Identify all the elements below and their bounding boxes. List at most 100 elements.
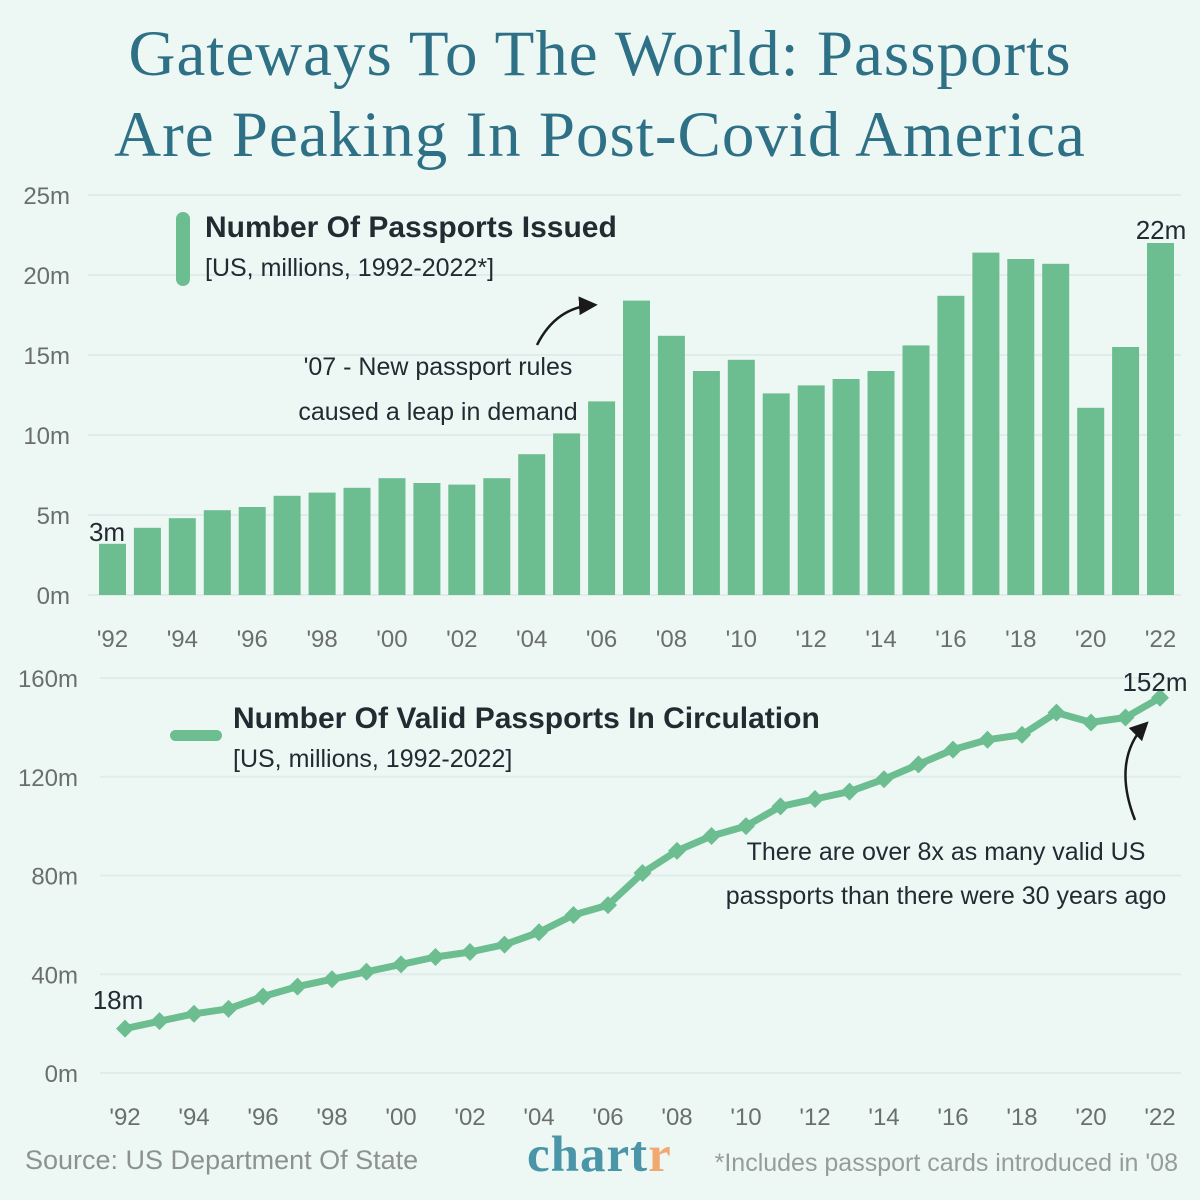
chartr-logo: chartr	[527, 1126, 672, 1184]
bar-2002	[448, 484, 476, 595]
data-point-1994	[185, 1004, 203, 1023]
data-point-1999	[357, 962, 376, 981]
bar-2019	[1042, 263, 1070, 595]
annotation-arrow-152m	[1124, 721, 1149, 821]
bar-value-label-last: 22m	[1136, 215, 1187, 245]
bar-2021	[1112, 347, 1140, 595]
data-point-2009	[702, 827, 721, 845]
data-point-2010	[737, 817, 755, 836]
legend-title-issued: Number Of Passports Issued	[205, 211, 617, 244]
x-axis-label-bottom: '16	[937, 1104, 968, 1131]
x-axis-label-top: '92	[97, 626, 128, 653]
legend-subtitle-circulation: [US, millions, 1992-2022]	[233, 745, 513, 773]
bar-2014	[867, 371, 895, 595]
y-axis-label-top: 5m	[37, 503, 70, 530]
y-axis-label-top: 15m	[23, 343, 70, 370]
footnote: *Includes passport cards introduced in '…	[714, 1149, 1178, 1177]
x-axis-label-bottom: '04	[523, 1104, 554, 1131]
bar-2006	[588, 401, 616, 595]
data-point-1997	[288, 977, 307, 996]
data-point-2016	[944, 740, 962, 759]
data-point-2005	[564, 906, 583, 924]
data-point-1993	[150, 1012, 169, 1031]
x-axis-label-bottom: '98	[316, 1104, 347, 1131]
data-point-1992	[116, 1019, 134, 1038]
bar-1996	[238, 507, 266, 595]
page-title-line2: Are Peaking In Post-Covid America	[114, 99, 1086, 171]
data-point-2003	[495, 935, 514, 954]
x-axis-label-bottom: '22	[1144, 1104, 1175, 1131]
data-point-2006	[599, 896, 617, 915]
data-point-2011	[771, 797, 790, 816]
data-point-1995	[219, 999, 238, 1018]
bar-1994	[168, 518, 196, 595]
data-point-2017	[978, 730, 997, 749]
x-axis-label-top: '96	[237, 626, 268, 653]
x-axis-label-bottom: '94	[178, 1104, 209, 1131]
page-title: Gateways To The World: Passports Are Pea…	[0, 14, 1200, 176]
data-point-2000	[392, 955, 410, 974]
data-point-2014	[875, 770, 893, 789]
bar-2018	[1007, 259, 1035, 595]
x-axis-label-top: '22	[1145, 626, 1176, 653]
x-axis-label-top: '00	[376, 626, 407, 653]
bar-2007	[623, 300, 650, 595]
x-axis-label-bottom: '20	[1075, 1104, 1106, 1131]
chartr-logo-main: chart	[527, 1127, 649, 1183]
x-axis-label-bottom: '08	[661, 1104, 692, 1131]
bar-1992	[99, 543, 126, 595]
y-axis-label-bottom: 0m	[45, 1061, 78, 1088]
x-axis-label-bottom: '96	[247, 1104, 278, 1131]
annotation-2007-rules: '07 - New passport rules caused a leap i…	[252, 345, 624, 435]
x-axis-label-top: '10	[726, 626, 757, 653]
x-axis-label-top: '94	[167, 626, 198, 653]
bar-1998	[308, 492, 336, 595]
x-axis-label-top: '08	[656, 626, 687, 653]
y-axis-label-bottom: 40m	[31, 962, 78, 989]
bar-1993	[133, 527, 161, 595]
y-axis-label-bottom: 80m	[31, 864, 78, 891]
x-axis-label-top: '16	[935, 626, 966, 653]
y-axis-label-bottom: 120m	[18, 765, 78, 792]
bar-2012	[797, 385, 825, 595]
data-point-2013	[840, 782, 859, 801]
bar-2011	[762, 393, 790, 595]
data-point-1998	[323, 970, 341, 989]
x-axis-label-top: '12	[796, 626, 827, 653]
bar-series-swatch	[176, 212, 190, 286]
y-axis-label-top: 25m	[23, 183, 70, 210]
x-axis-label-top: '18	[1005, 626, 1036, 653]
annotation-2007-line1: '07 - New passport rules	[303, 353, 573, 381]
x-axis-label-bottom: '00	[385, 1104, 416, 1131]
bar-2016	[937, 295, 965, 595]
data-point-2015	[909, 755, 928, 774]
source-credit: Source: US Department Of State	[25, 1145, 419, 1175]
bar-2020	[1077, 407, 1105, 595]
x-axis-label-top: '14	[865, 626, 896, 653]
legend-valid-passports: Number Of Valid Passports In Circulation…	[170, 699, 820, 776]
data-point-2007	[633, 864, 652, 883]
y-axis-label-top: 0m	[37, 583, 70, 610]
bar-1995	[203, 510, 231, 595]
bar-1997	[273, 495, 301, 595]
x-axis-label-top: '20	[1075, 626, 1106, 653]
x-axis-label-bottom: '92	[109, 1104, 140, 1131]
legend-passports-issued: Number Of Passports Issued [US, millions…	[176, 208, 617, 286]
data-point-2012	[806, 789, 824, 808]
x-axis-label-bottom: '10	[730, 1104, 761, 1131]
bar-2003	[483, 478, 511, 595]
annotation-2007-line2: caused a leap in demand	[298, 398, 578, 426]
bar-2010	[727, 359, 755, 595]
line-series-swatch	[170, 730, 222, 741]
x-axis-label-bottom: '18	[1006, 1104, 1037, 1131]
bar-2008	[657, 335, 685, 595]
x-axis-label-top: '04	[516, 626, 547, 653]
data-point-2020	[1082, 713, 1100, 732]
y-axis-label-top: 10m	[23, 423, 70, 450]
x-axis-label-bottom: '06	[592, 1104, 623, 1131]
x-axis-label-top: '02	[446, 626, 477, 653]
data-point-2001	[426, 947, 445, 966]
line-value-label-first: 18m	[93, 985, 144, 1015]
x-axis-label-bottom: '12	[799, 1104, 830, 1131]
